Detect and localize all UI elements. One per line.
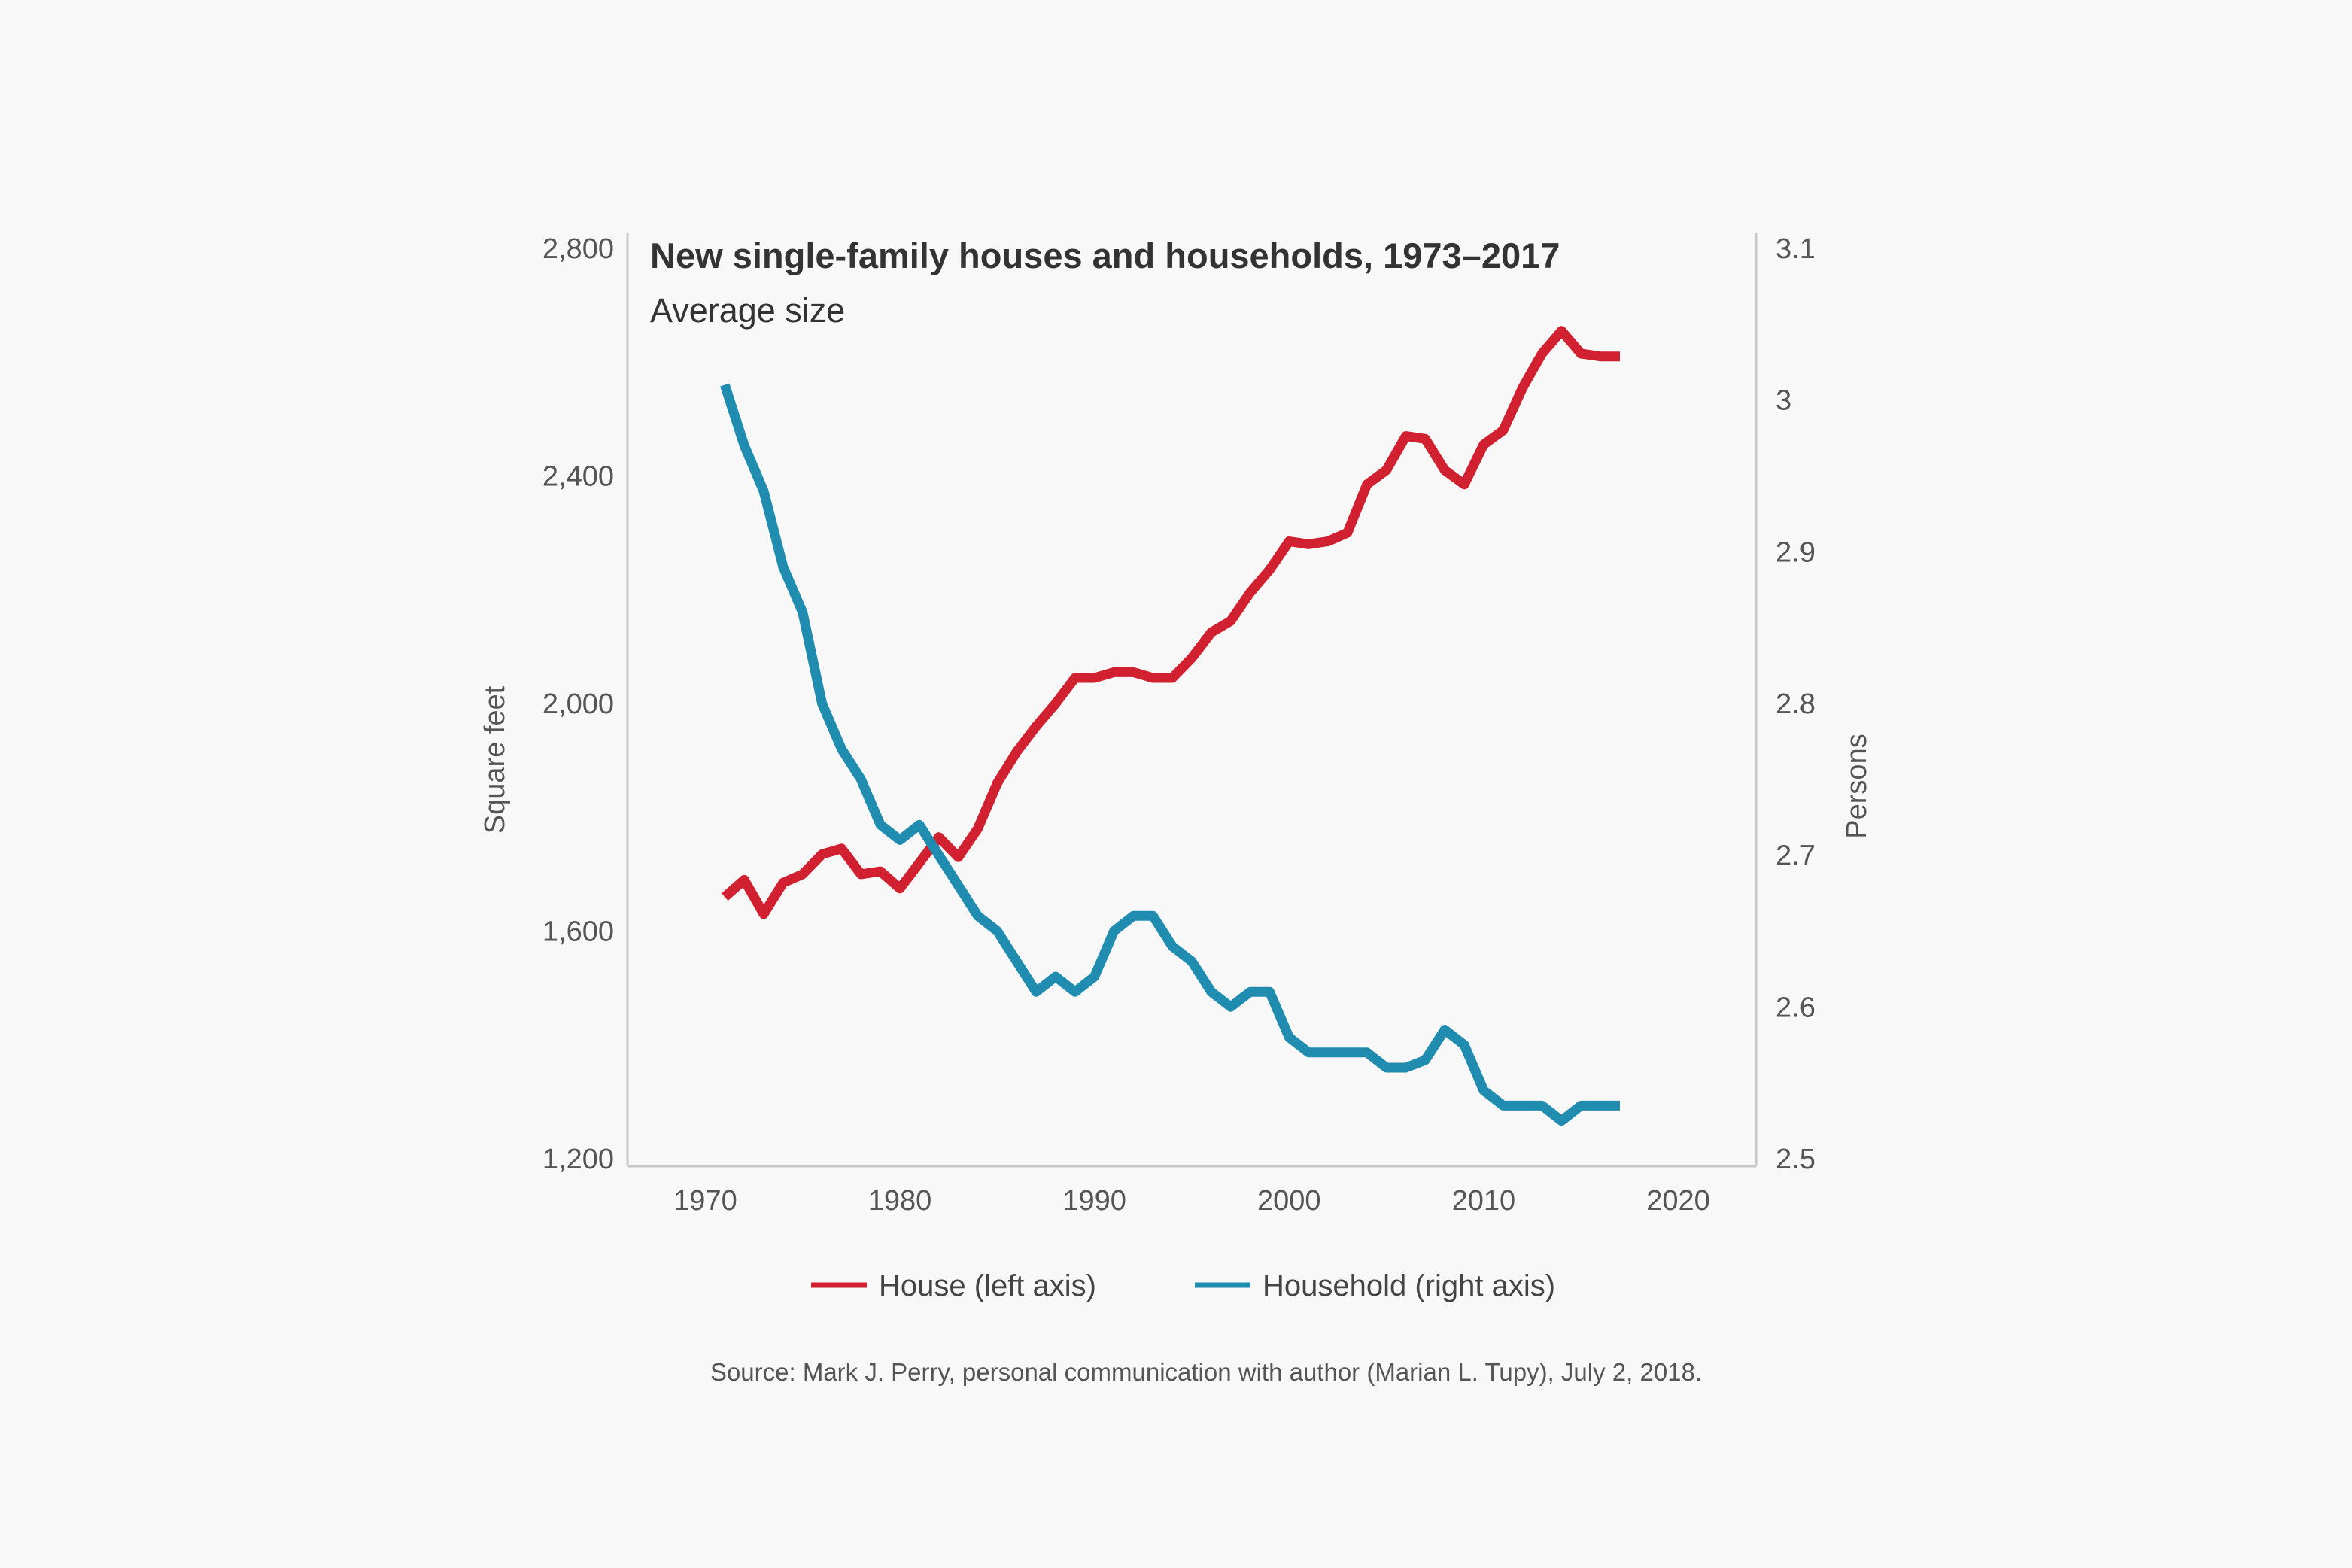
x-tick-labels: 1970 1980 1990 2000 2010 2020 bbox=[673, 1185, 1710, 1217]
x-tick-label: 2020 bbox=[1646, 1185, 1710, 1217]
y-left-tick-label: 1,200 bbox=[542, 1144, 614, 1175]
legend-label-household: Household (right axis) bbox=[1263, 1269, 1555, 1302]
x-tick-label: 1970 bbox=[673, 1185, 737, 1217]
y-right-tick-label: 3.1 bbox=[1776, 233, 1816, 265]
y-right-tick-labels: 2.5 2.6 2.7 2.8 2.9 3 3.1 bbox=[1776, 233, 1816, 1175]
x-tick-label: 2000 bbox=[1257, 1185, 1321, 1217]
plot-area bbox=[626, 233, 1758, 1168]
legend-label-house: House (left axis) bbox=[879, 1269, 1096, 1302]
y-right-tick-label: 2.9 bbox=[1776, 536, 1816, 568]
legend: House (left axis) Household (right axis) bbox=[811, 1269, 1555, 1302]
y-left-tick-labels: 1,200 1,600 2,000 2,400 2,800 bbox=[542, 233, 614, 1175]
y-right-tick-label: 2.8 bbox=[1776, 688, 1816, 720]
source-note: Source: Mark J. Perry, personal communic… bbox=[710, 1358, 1702, 1386]
x-tick-label: 2010 bbox=[1452, 1185, 1516, 1217]
legend-item-household: Household (right axis) bbox=[1195, 1269, 1555, 1302]
y-right-tick-label: 2.6 bbox=[1776, 992, 1816, 1023]
y-right-axis-title: Persons bbox=[1841, 734, 1873, 838]
y-right-tick-label: 3 bbox=[1776, 385, 1791, 417]
y-right-tick-label: 2.5 bbox=[1776, 1144, 1816, 1175]
house-series-line bbox=[722, 326, 1620, 919]
y-left-tick-label: 2,000 bbox=[542, 688, 614, 720]
x-tick-label: 1990 bbox=[1062, 1185, 1126, 1217]
legend-item-house: House (left axis) bbox=[811, 1269, 1096, 1302]
y-left-tick-label: 1,600 bbox=[542, 916, 614, 948]
y-left-axis-title: Square feet bbox=[479, 685, 511, 834]
series-lines bbox=[720, 326, 1620, 1126]
household-series-line bbox=[720, 383, 1620, 1126]
chart-subtitle: Average size bbox=[650, 291, 845, 330]
y-left-tick-label: 2,800 bbox=[542, 233, 614, 265]
x-tick-label: 1980 bbox=[868, 1185, 932, 1217]
chart-title: New single-family houses and households,… bbox=[650, 236, 1560, 275]
y-right-tick-label: 2.7 bbox=[1776, 840, 1816, 872]
y-left-tick-label: 2,400 bbox=[542, 461, 614, 493]
